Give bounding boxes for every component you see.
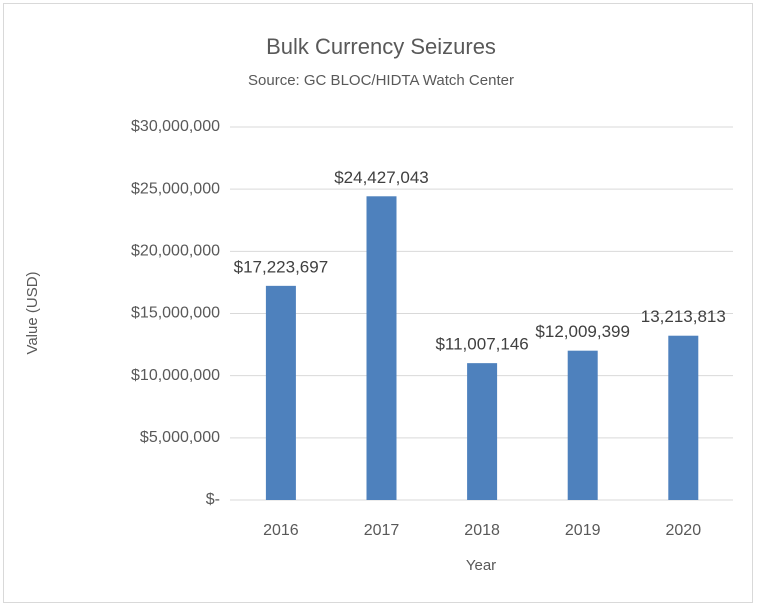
y-tick-label: $- [206, 491, 220, 508]
value-label: $24,427,043 [334, 168, 429, 187]
y-axis-label: Value (USD) [24, 271, 41, 354]
value-label: $17,223,697 [234, 257, 329, 276]
chart-title: Bulk Currency Seizures [266, 34, 496, 59]
x-tick-label: 2018 [464, 522, 500, 539]
value-label: 13,213,813 [641, 307, 726, 326]
y-tick-label: $30,000,000 [131, 118, 220, 135]
x-tick-label: 2017 [364, 522, 400, 539]
x-tick-label: 2020 [666, 522, 702, 539]
y-tick-label: $10,000,000 [131, 367, 220, 384]
bar [467, 363, 498, 500]
x-axis-label: Year [466, 557, 496, 574]
x-tick-label: 2016 [263, 522, 299, 539]
bar [265, 285, 296, 500]
y-tick-label: $25,000,000 [131, 180, 220, 197]
y-tick-label: $20,000,000 [131, 243, 220, 260]
bar [567, 350, 598, 500]
value-label: $12,009,399 [535, 322, 630, 341]
y-tick-label: $5,000,000 [140, 429, 220, 446]
x-tick-label: 2019 [565, 522, 601, 539]
value-label: $11,007,146 [435, 335, 528, 354]
chart-subtitle: Source: GC BLOC/HIDTA Watch Center [248, 72, 514, 89]
bar [668, 335, 699, 500]
bar [366, 196, 397, 500]
y-tick-label: $15,000,000 [131, 305, 220, 322]
